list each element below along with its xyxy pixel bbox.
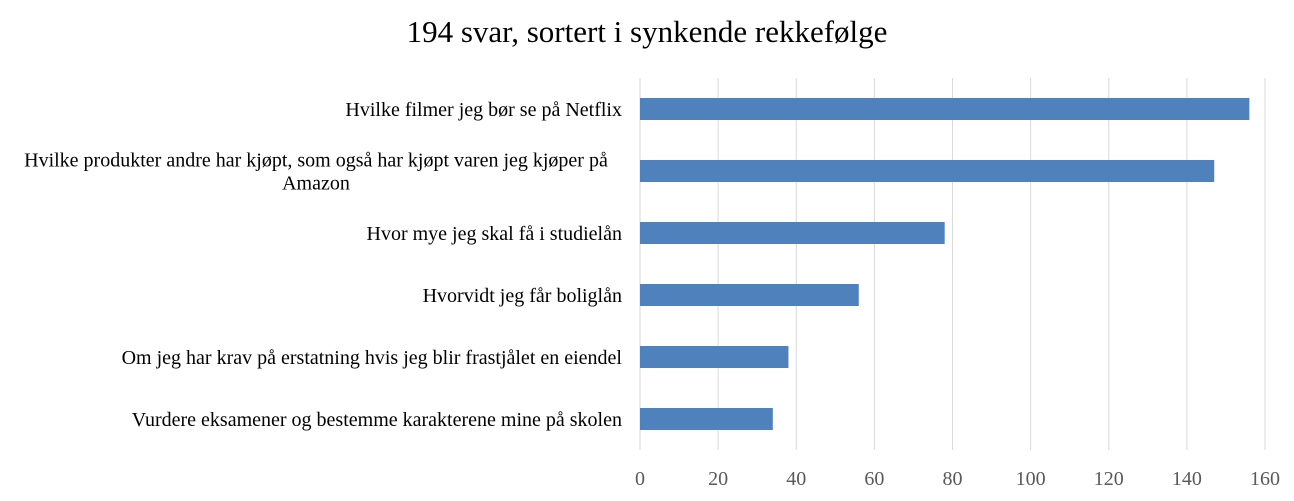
x-tick-label: 0 <box>635 468 645 490</box>
bar <box>640 408 773 430</box>
category-label: Hvorvidt jeg får boliglån <box>423 285 622 307</box>
category-label-line: Hvor mye jeg skal få i studielån <box>367 223 623 245</box>
x-tick-label: 20 <box>708 468 728 490</box>
category-label-line: Amazon <box>282 173 350 195</box>
bar <box>640 98 1250 120</box>
category-label-line: Vurdere eksamener og bestemme karakteren… <box>132 409 622 431</box>
category-label: Hvilke produkter andre har kjøpt, som og… <box>24 150 608 195</box>
x-tick-label: 140 <box>1172 468 1202 490</box>
bar <box>640 346 789 368</box>
gridlines <box>639 78 1266 450</box>
x-tick-label: 160 <box>1250 468 1280 490</box>
bars <box>640 98 1250 430</box>
x-tick-labels: 0 20 40 60 80 100 120 140 160 <box>635 468 1280 490</box>
category-label-line: Om jeg har krav på erstatning hvis jeg b… <box>122 347 623 369</box>
x-tick-label: 120 <box>1094 468 1124 490</box>
x-tick-label: 80 <box>943 468 963 490</box>
category-label: Om jeg har krav på erstatning hvis jeg b… <box>122 347 623 369</box>
category-label: Hvilke filmer jeg bør se på Netflix <box>345 99 622 121</box>
x-tick-label: 40 <box>786 468 806 490</box>
category-label-line: Hvorvidt jeg får boliglån <box>423 285 622 307</box>
x-tick-label: 100 <box>1016 468 1046 490</box>
bar <box>640 222 945 244</box>
x-tick-label: 60 <box>864 468 884 490</box>
category-labels: Hvilke filmer jeg bør se på Netflix Hvilk… <box>24 99 622 431</box>
bar <box>640 284 859 306</box>
chart-title: 194 svar, sortert i synkende rekkefølge <box>406 14 888 49</box>
category-label: Hvor mye jeg skal få i studielån <box>367 223 623 245</box>
category-label-line: Hvilke filmer jeg bør se på Netflix <box>345 99 622 121</box>
category-label: Vurdere eksamener og bestemme karakteren… <box>132 409 622 431</box>
bar <box>640 160 1215 182</box>
category-label-line: Hvilke produkter andre har kjøpt, som og… <box>24 150 608 172</box>
